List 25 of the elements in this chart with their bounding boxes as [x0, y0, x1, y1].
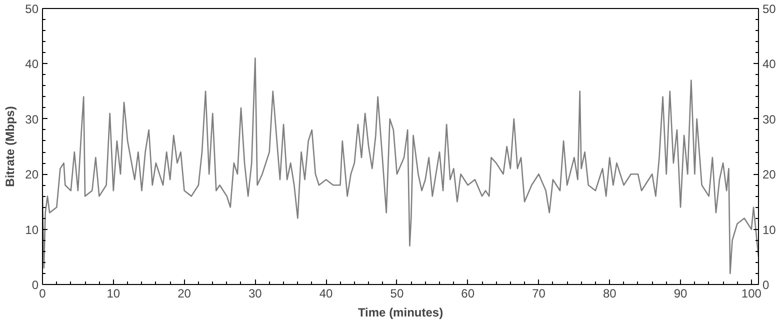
y2-tick-label: 20	[762, 168, 776, 182]
x-tick-label: 100	[741, 286, 762, 300]
y-tick-label: 50	[25, 2, 39, 16]
x-tick-label: 20	[178, 286, 192, 300]
y-tick-label: 40	[25, 57, 39, 72]
y2-tick-label: 50	[762, 2, 776, 16]
y2-tick-label: 10	[762, 222, 776, 237]
x-tick-label: 80	[602, 286, 617, 300]
x-tick-label: 40	[319, 286, 334, 300]
x-axis-title: Time (minutes)	[358, 306, 444, 320]
x-tick-label: 10	[106, 286, 120, 300]
x-tick-label: 60	[461, 286, 475, 300]
y-tick-label: 30	[25, 112, 39, 126]
line-series	[42, 58, 758, 274]
y2-tick-label: 30	[762, 112, 776, 126]
y2-tick-label: 0	[762, 278, 770, 292]
y-tick-label: 20	[25, 168, 39, 182]
y-tick-label: 10	[25, 222, 39, 237]
y-tick-label: 0	[32, 278, 39, 292]
x-tick-label: 90	[674, 286, 688, 300]
x-tick-label: 70	[532, 286, 546, 300]
x-tick-label: 30	[248, 286, 262, 300]
x-tick-label: 50	[390, 286, 404, 300]
y-axis-title: Bitrate (Mbps)	[3, 106, 18, 187]
y2-tick-label: 40	[762, 57, 776, 72]
